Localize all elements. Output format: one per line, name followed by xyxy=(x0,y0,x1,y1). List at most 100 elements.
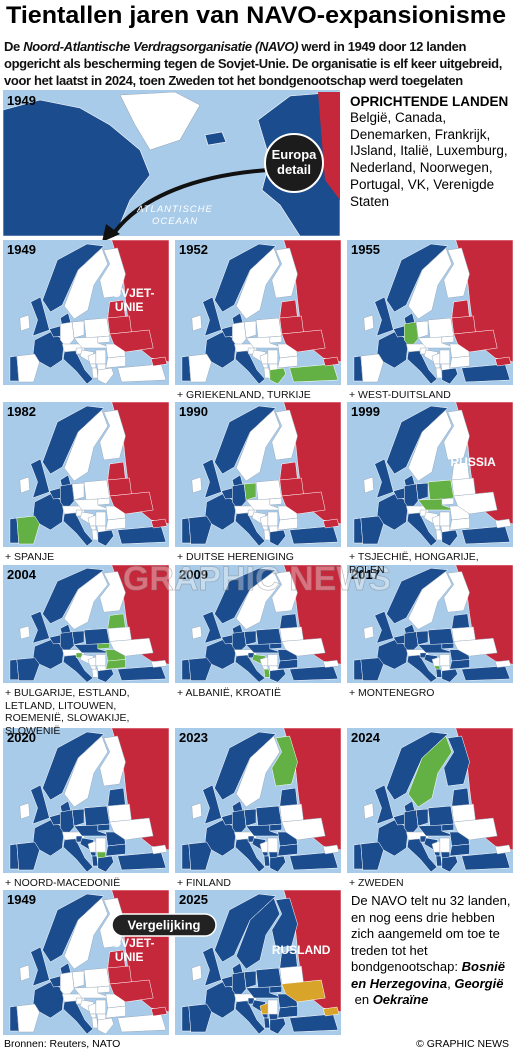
country xyxy=(191,802,202,820)
country xyxy=(188,353,212,383)
country xyxy=(427,317,455,339)
country xyxy=(289,665,339,681)
callout-text: detail xyxy=(277,162,311,177)
map-label: RUSLAND xyxy=(272,943,331,957)
country xyxy=(417,498,456,511)
country xyxy=(95,654,107,667)
callout-text: Europa xyxy=(272,147,318,162)
country xyxy=(243,320,257,339)
country xyxy=(83,805,111,827)
country xyxy=(363,476,374,494)
map-year: 1999 xyxy=(351,404,380,419)
country xyxy=(97,497,110,506)
country xyxy=(435,367,443,379)
country xyxy=(267,349,279,365)
country xyxy=(73,643,112,654)
country xyxy=(150,659,168,668)
country xyxy=(91,855,99,867)
country xyxy=(73,336,112,349)
country xyxy=(188,1003,212,1033)
country xyxy=(71,970,85,989)
country xyxy=(117,851,167,871)
country xyxy=(441,335,454,344)
country xyxy=(322,1006,340,1017)
country xyxy=(269,335,282,344)
country xyxy=(83,479,111,501)
map xyxy=(347,239,514,385)
callout xyxy=(264,133,324,193)
country xyxy=(263,529,271,541)
country xyxy=(374,296,394,337)
country xyxy=(97,335,110,344)
country xyxy=(277,517,298,531)
country xyxy=(245,986,284,999)
map-land xyxy=(9,564,170,683)
country xyxy=(415,808,429,827)
country xyxy=(289,851,339,871)
country xyxy=(60,971,75,999)
country xyxy=(97,855,114,873)
country xyxy=(243,808,257,827)
map-year: 1955 xyxy=(351,242,380,257)
country xyxy=(271,247,298,299)
country xyxy=(202,946,222,987)
country xyxy=(407,735,453,808)
country xyxy=(441,668,458,683)
country xyxy=(449,355,470,369)
country xyxy=(279,461,298,481)
country xyxy=(283,727,342,851)
country xyxy=(451,787,470,807)
map-land xyxy=(181,727,342,873)
country xyxy=(455,239,514,363)
map-year: 2017 xyxy=(351,567,380,582)
country xyxy=(279,626,304,642)
map xyxy=(347,401,514,547)
map-year: 2023 xyxy=(179,730,208,745)
country xyxy=(202,296,222,337)
country xyxy=(461,851,511,871)
country xyxy=(73,498,112,511)
country xyxy=(494,356,512,367)
country xyxy=(443,571,470,613)
country xyxy=(150,518,168,529)
country xyxy=(279,299,298,319)
country xyxy=(281,979,326,1003)
country xyxy=(16,1003,40,1033)
country xyxy=(99,409,126,461)
map-land xyxy=(9,401,170,547)
country xyxy=(95,837,107,853)
country xyxy=(271,409,298,461)
country xyxy=(19,476,30,494)
country xyxy=(235,735,281,808)
map-year: 2009 xyxy=(179,567,208,582)
country xyxy=(107,461,126,481)
ocean-label: ATLANTISCHE xyxy=(136,204,213,215)
country xyxy=(277,843,298,857)
country xyxy=(191,314,202,332)
country xyxy=(451,803,476,823)
country xyxy=(91,1017,99,1029)
country xyxy=(71,630,85,646)
country xyxy=(427,628,455,645)
country xyxy=(255,967,283,989)
country xyxy=(188,515,212,545)
caption: + NOORD-MACEDONIË xyxy=(5,877,121,889)
country xyxy=(269,855,286,873)
country xyxy=(269,529,286,547)
country xyxy=(109,329,154,353)
country xyxy=(19,625,30,640)
country xyxy=(117,665,167,681)
country xyxy=(95,349,107,365)
map-land xyxy=(181,401,342,547)
country xyxy=(188,841,212,871)
country xyxy=(417,336,456,349)
country xyxy=(150,356,168,367)
country xyxy=(267,654,279,667)
country xyxy=(255,628,283,645)
country xyxy=(97,529,114,547)
map-year: 1952 xyxy=(179,242,208,257)
country xyxy=(439,511,451,527)
country xyxy=(30,784,50,825)
country xyxy=(117,525,167,545)
